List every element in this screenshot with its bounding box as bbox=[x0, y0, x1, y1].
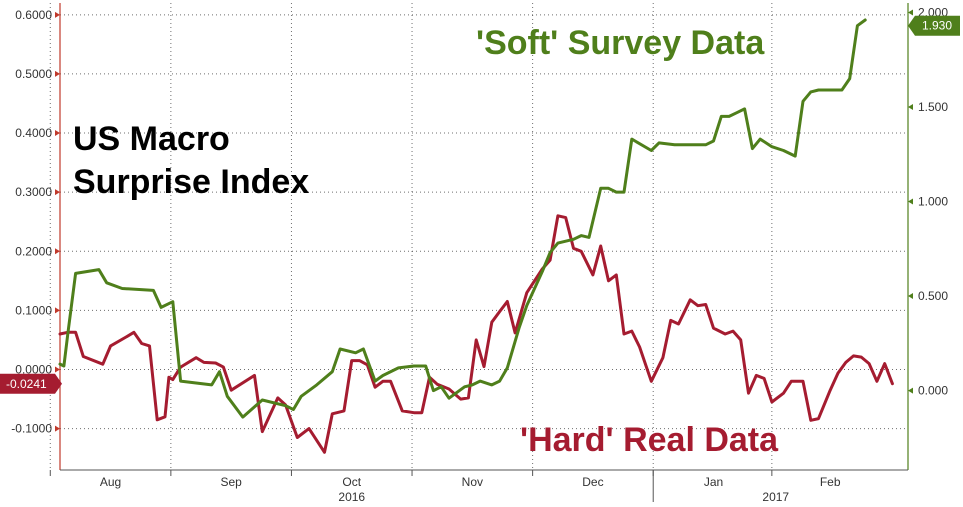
gridlines bbox=[49, 3, 908, 470]
left-tick-label: 0.5000 bbox=[15, 67, 52, 81]
x-month-label: Oct bbox=[342, 475, 361, 489]
left-tick-label: 0.1000 bbox=[15, 303, 52, 317]
left-tick-mark bbox=[55, 70, 60, 77]
x-month-label: Sep bbox=[220, 475, 242, 489]
x-month-label: Aug bbox=[100, 475, 121, 489]
right-tick-label: 1.000 bbox=[918, 195, 948, 209]
right-tick-mark bbox=[908, 103, 913, 110]
right-tick-label: 0.000 bbox=[918, 384, 948, 398]
left-tick-mark bbox=[55, 366, 60, 373]
x-month-label: Jan bbox=[704, 475, 723, 489]
left-tick-mark bbox=[55, 248, 60, 255]
soft-data-line bbox=[58, 18, 867, 419]
soft-last-value-text: 1.930 bbox=[922, 19, 952, 33]
x-year-label: 2016 bbox=[338, 490, 365, 504]
x-axis-ticks: Aug Sep Oct Nov Dec Jan Feb 2016 2017 bbox=[49, 470, 841, 504]
left-tick-label: 0.4000 bbox=[15, 126, 52, 140]
left-tick-label: 0.6000 bbox=[15, 8, 52, 22]
value-badges: -0.0241 1.930 bbox=[0, 15, 960, 394]
x-month-label: Dec bbox=[582, 475, 603, 489]
left-axis-ticks: -0.1000 0.0000 0.1000 0.2000 0.3000 0.4000 0.5… bbox=[11, 8, 60, 436]
right-tick-mark bbox=[908, 387, 913, 394]
soft-data-label: 'Soft' Survey Data bbox=[476, 24, 765, 62]
chart-title-line-1: US Macro bbox=[73, 120, 230, 158]
left-tick-mark bbox=[55, 130, 60, 137]
hard-data-label: 'Hard' Real Data bbox=[520, 421, 779, 459]
hard-last-value-badge bbox=[0, 373, 62, 394]
x-month-label: Nov bbox=[462, 475, 483, 489]
right-tick-label: 0.500 bbox=[918, 289, 948, 303]
x-month-label: Feb bbox=[820, 475, 841, 489]
right-tick-mark bbox=[908, 9, 913, 16]
left-tick-mark bbox=[55, 307, 60, 314]
hard-last-value-text: -0.0241 bbox=[6, 377, 47, 391]
left-tick-mark bbox=[55, 189, 60, 196]
right-tick-mark bbox=[908, 198, 913, 205]
left-tick-label: 0.3000 bbox=[15, 185, 52, 199]
hard-data-line bbox=[58, 214, 894, 454]
right-tick-mark bbox=[908, 293, 913, 300]
axes bbox=[59, 3, 909, 471]
left-tick-label: -0.1000 bbox=[11, 422, 52, 436]
soft-last-value-badge bbox=[908, 15, 960, 36]
right-tick-label: 1.500 bbox=[918, 100, 948, 114]
left-tick-mark bbox=[55, 11, 60, 18]
series-lines bbox=[58, 18, 894, 454]
chart-title-line-2: Surprise Index bbox=[73, 163, 309, 201]
left-tick-label: 0.2000 bbox=[15, 244, 52, 258]
left-tick-label: 0.0000 bbox=[15, 363, 52, 377]
left-tick-mark bbox=[55, 425, 60, 432]
x-year-label: 2017 bbox=[762, 490, 789, 504]
